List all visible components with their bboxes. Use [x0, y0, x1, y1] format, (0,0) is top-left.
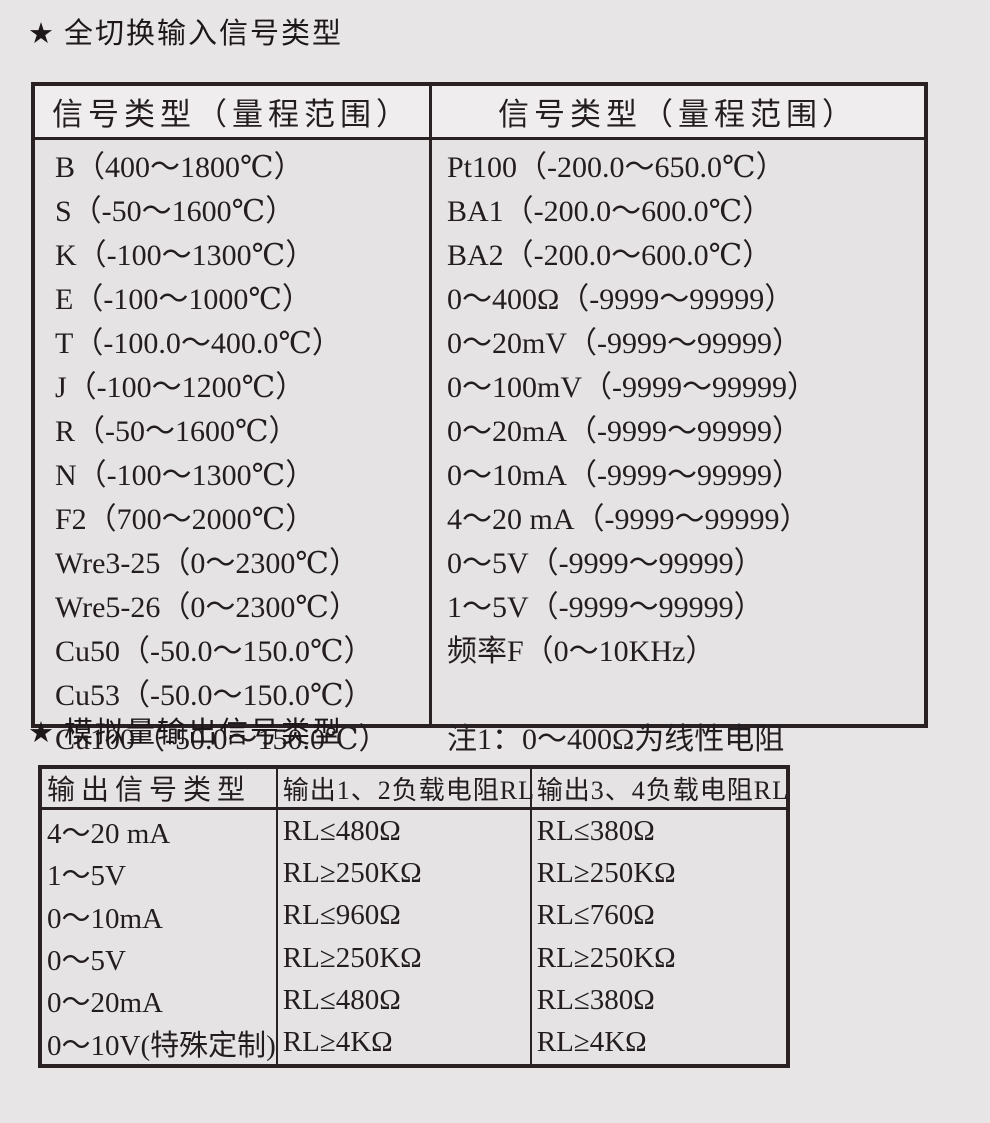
table-cell: RL≥4KΩ — [536, 1026, 647, 1059]
table-row: Wre5-26（0～2300℃） — [55, 591, 359, 624]
table-row: BA1（-200.0～600.0℃） — [447, 195, 773, 228]
input-signal-table-right-column: 信号类型（量程范围） Pt100（-200.0～650.0℃） BA1（-200… — [432, 86, 924, 756]
load-resistance-3-4-column: 输出3、4负载电阻RL RL≤380Ω RL≥250KΩ RL≤760Ω RL≥… — [531, 769, 789, 1064]
table-cell: RL≤960Ω — [282, 899, 401, 932]
load-resistance-3-4-rows: RL≤380Ω RL≥250KΩ RL≤760Ω RL≥250KΩ RL≤380… — [532, 810, 789, 1064]
table-row: B（400～1800℃） — [55, 151, 304, 184]
table-row: 0～20mV（-9999～99999） — [447, 327, 802, 360]
table-row: 频率F（0～10KHz） — [447, 635, 716, 668]
input-signal-left-rows: B（400～1800℃） S（-50～1600℃） K（-100～1300℃） … — [35, 140, 429, 758]
table-cell: RL≥250KΩ — [536, 856, 676, 889]
table-row: J（-100～1200℃） — [55, 371, 306, 404]
table-row: T（-100.0～400.0℃） — [55, 327, 342, 360]
section2-title-label: 模拟量输出信号类型 — [64, 717, 344, 749]
table-row: 0～400Ω（-9999～99999） — [447, 283, 795, 316]
table-row: 0～20mA（-9999～99999） — [447, 415, 802, 448]
table-cell: 0～10mA — [47, 902, 164, 935]
table-row: F2（700～2000℃） — [55, 503, 316, 536]
section1-title-label: 全切换输入信号类型 — [64, 18, 344, 50]
table-cell: 0～10V(特殊定制) — [47, 1029, 276, 1062]
input-signal-table-left-column: 信号类型（量程范围） B（400～1800℃） S（-50～1600℃） K（-… — [35, 86, 432, 756]
table-row: Cu100（-50.0～150.0℃） — [55, 723, 389, 756]
star-icon: ★ — [28, 717, 54, 749]
load-resistance-1-2-column: 输出1、2负载电阻RL RL≤480Ω RL≥250KΩ RL≤960Ω RL≥… — [277, 769, 534, 1064]
table-row-blank — [432, 670, 924, 714]
table-cell: RL≥4KΩ — [282, 1026, 393, 1059]
output-type-rows: 4～20 mA 1～5V 0～10mA 0～5V 0～20mA 0～10V(特殊… — [42, 810, 276, 1064]
column-header: 输出3、4负载电阻RL — [531, 769, 789, 810]
output-signal-table: 输出信号类型 4～20 mA 1～5V 0～10mA 0～5V 0～20mA 0… — [38, 765, 790, 1068]
table-cell: RL≥250KΩ — [536, 941, 676, 974]
table-row: 0～100mV（-9999～99999） — [447, 371, 817, 404]
input-signal-table: 信号类型（量程范围） B（400～1800℃） S（-50～1600℃） K（-… — [31, 82, 928, 756]
table-row: BA2（-200.0～600.0℃） — [447, 239, 773, 272]
table-row: Cu53（-50.0～150.0℃） — [55, 679, 374, 712]
table-cell: RL≤760Ω — [536, 899, 655, 932]
table-cell: 0～20mA — [47, 987, 164, 1020]
table-cell: RL≤380Ω — [536, 983, 655, 1016]
column-header: 信号类型（量程范围） — [432, 86, 924, 140]
table-row: K（-100～1300℃） — [55, 239, 316, 272]
table-row: S（-50～1600℃） — [55, 195, 296, 228]
table-cell: RL≤480Ω — [282, 814, 401, 847]
output-type-column: 输出信号类型 4～20 mA 1～5V 0～10mA 0～5V 0～20mA 0… — [42, 769, 278, 1064]
table-row: Cu50（-50.0～150.0℃） — [55, 635, 374, 668]
input-signal-right-rows: Pt100（-200.0～650.0℃） BA1（-200.0～600.0℃） … — [432, 140, 924, 758]
table-row: N（-100～1300℃） — [55, 459, 316, 492]
table-row: 0～10mA（-9999～99999） — [447, 459, 802, 492]
table-row: 4～20 mA（-9999～99999） — [447, 503, 810, 536]
section2-title: ★ 模拟量输出信号类型 — [28, 709, 343, 751]
column-header: 信号类型（量程范围） — [35, 86, 429, 140]
table-row: R（-50～1600℃） — [55, 415, 299, 448]
column-header: 输出信号类型 — [42, 769, 276, 810]
table-cell: 0～5V — [47, 945, 126, 978]
star-icon: ★ — [28, 18, 54, 50]
table-note: 注1：0～400Ω为线性电阻 — [447, 723, 785, 756]
table-cell: RL≤480Ω — [282, 983, 401, 1016]
table-row: E（-100～1000℃） — [55, 283, 312, 316]
table-row: 1～5V（-9999～99999） — [447, 591, 764, 624]
column-header: 输出1、2负载电阻RL — [277, 769, 534, 810]
load-resistance-1-2-rows: RL≤480Ω RL≥250KΩ RL≤960Ω RL≥250KΩ RL≤480… — [278, 810, 530, 1064]
table-cell: 1～5V — [47, 860, 126, 893]
table-cell: RL≤380Ω — [536, 814, 655, 847]
table-row: Pt100（-200.0～650.0℃） — [447, 151, 786, 184]
table-row: Wre3-25（0～2300℃） — [55, 547, 359, 580]
table-cell: RL≥250KΩ — [282, 856, 422, 889]
table-cell: 4～20 mA — [47, 818, 171, 851]
table-cell: RL≥250KΩ — [282, 941, 422, 974]
section1-title: ★ 全切换输入信号类型 — [28, 10, 343, 52]
table-row: 0～5V（-9999～99999） — [447, 547, 764, 580]
